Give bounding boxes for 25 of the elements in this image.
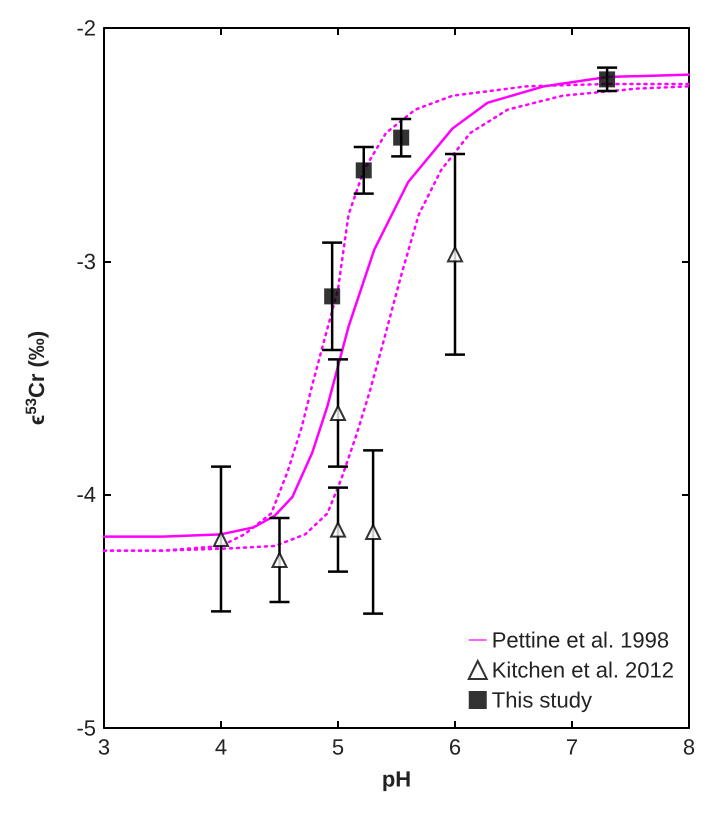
point — [330, 405, 346, 421]
y-tick-label: -2 — [76, 16, 96, 40]
point — [599, 71, 616, 88]
y-axis-title: ϵ53Cr (‰) — [23, 330, 49, 426]
x-tick-label: 7 — [566, 734, 578, 760]
point — [330, 522, 346, 538]
x-axis-title: pH — [382, 766, 412, 792]
y-tick-label: -5 — [76, 716, 96, 740]
point — [447, 246, 463, 262]
x-tick-label: 3 — [98, 734, 110, 760]
y-tick-label: -4 — [76, 482, 96, 508]
legend-label: Pettine et al. 1998 — [492, 628, 670, 652]
point — [365, 524, 382, 540]
x-tick-label: 6 — [448, 734, 462, 760]
legend-label: Kitchen et al. 2012 — [492, 658, 674, 682]
point — [324, 288, 340, 304]
x-tick-label: 5 — [332, 734, 344, 760]
point — [272, 552, 288, 568]
y-tick-label: -3 — [76, 248, 96, 274]
legend-label: This study — [492, 688, 592, 712]
point — [213, 531, 229, 547]
x-tick-label: 8 — [682, 734, 696, 760]
point — [356, 162, 372, 178]
x-tick-label: 4 — [214, 734, 228, 760]
point — [393, 130, 410, 146]
